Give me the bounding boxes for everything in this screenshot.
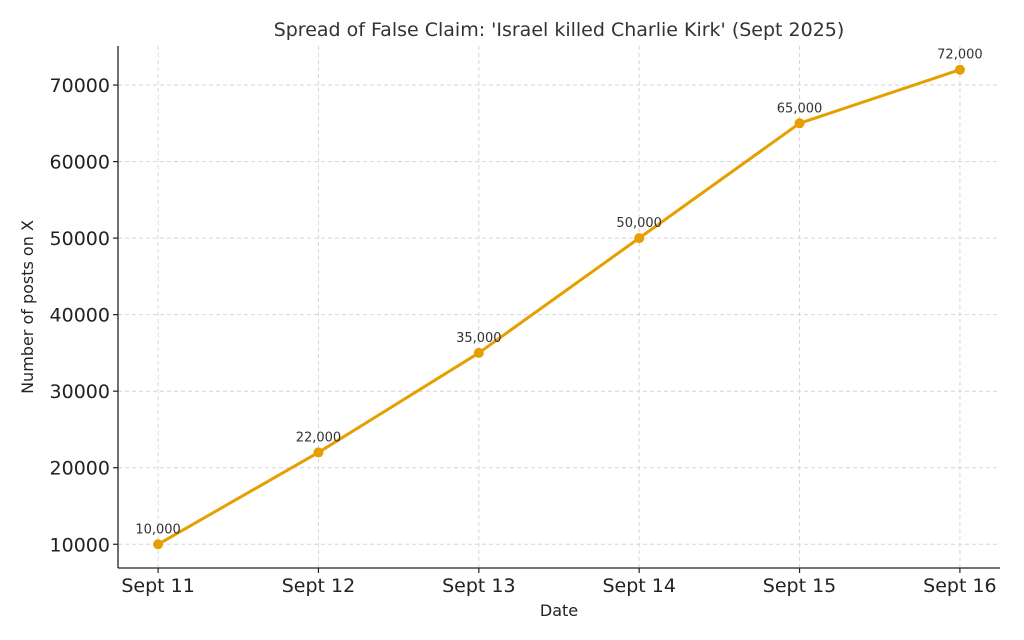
data-point: [794, 118, 805, 129]
chart-title: Spread of False Claim: 'Israel killed Ch…: [274, 19, 845, 41]
data-point: [153, 539, 164, 550]
grid: [118, 46, 1000, 568]
x-axis-label: Date: [540, 601, 578, 620]
y-axis-ticks: 10000 20000 30000 40000 50000 60000 70000: [50, 75, 118, 556]
y-tick-label: 20000: [50, 458, 110, 480]
data-point: [634, 233, 645, 244]
x-tick-label: Sept 12: [282, 575, 355, 597]
y-axis-label: Number of posts on X: [18, 220, 37, 394]
data-point: [473, 347, 484, 358]
series-posts: 10,000 22,000 35,000 50,000 65,000 72,000: [135, 48, 983, 550]
data-point: [954, 64, 965, 75]
data-label: 22,000: [296, 430, 342, 445]
x-axis-ticks: Sept 11 Sept 12 Sept 13 Sept 14 Sept 15 Sept …: [121, 568, 997, 597]
data-label: 35,000: [456, 331, 502, 346]
y-tick-label: 30000: [50, 381, 110, 403]
y-tick-label: 50000: [50, 228, 110, 250]
x-tick-label: Sept 15: [763, 575, 836, 597]
data-label: 50,000: [616, 216, 662, 231]
x-tick-label: Sept 16: [923, 575, 996, 597]
data-label: 10,000: [135, 522, 181, 537]
y-tick-label: 70000: [50, 75, 110, 97]
data-label: 65,000: [777, 101, 823, 116]
x-tick-label: Sept 14: [602, 575, 675, 597]
y-tick-label: 10000: [50, 534, 110, 556]
data-point: [313, 447, 324, 458]
series-line: [157, 68, 961, 546]
x-tick-label: Sept 11: [121, 575, 194, 597]
y-tick-label: 40000: [50, 305, 110, 327]
data-label: 72,000: [937, 48, 983, 63]
x-tick-label: Sept 13: [442, 575, 515, 597]
y-tick-label: 60000: [50, 152, 110, 174]
